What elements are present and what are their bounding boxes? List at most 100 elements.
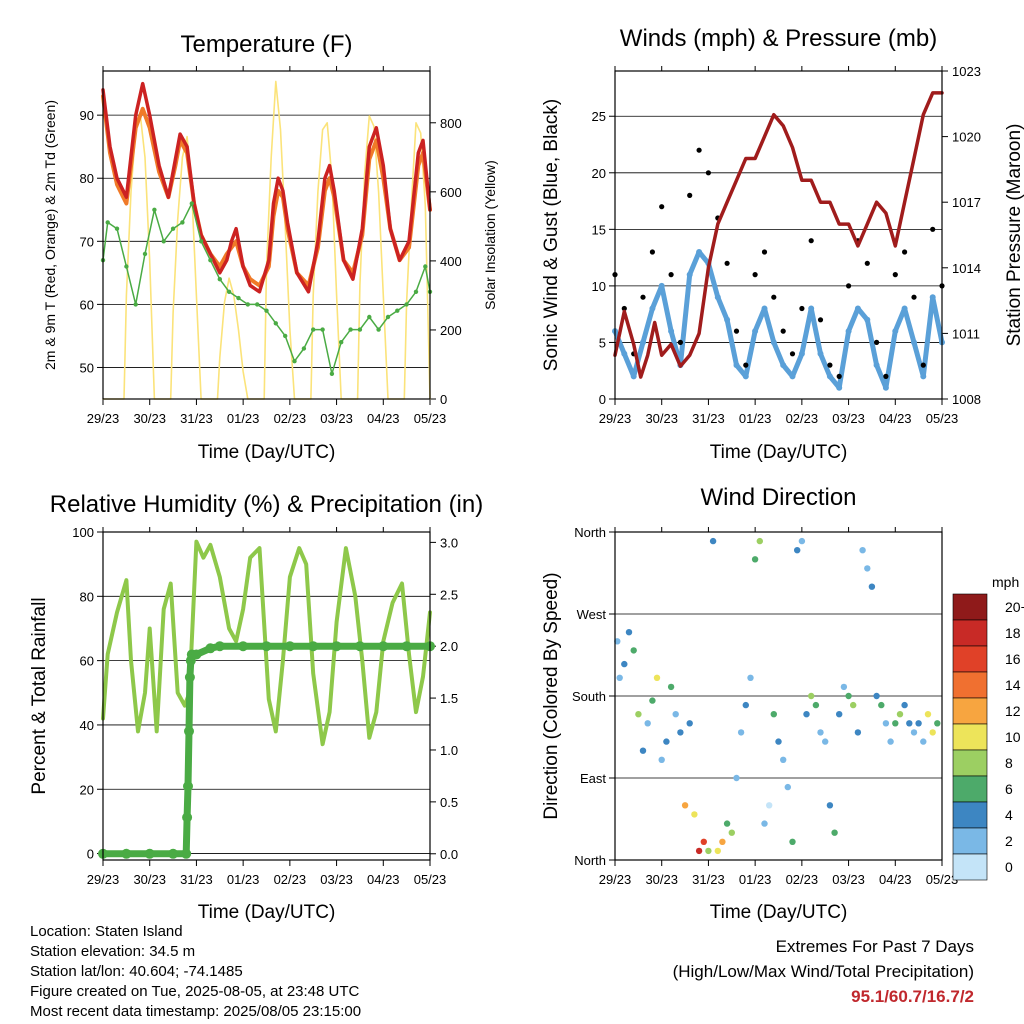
direction-point — [850, 701, 857, 709]
dewpoint-point — [264, 308, 269, 313]
precip-point — [378, 641, 389, 652]
dewpoint-point — [255, 302, 260, 307]
y-tick-label: North — [574, 853, 606, 868]
sonic-wind-point — [714, 294, 721, 301]
sonic-wind-point — [696, 249, 703, 255]
direction-point — [723, 820, 731, 827]
colorbar-label: 6 — [1005, 781, 1013, 797]
direction-point — [780, 756, 787, 763]
gust-point — [724, 260, 730, 266]
y2-axis-label: Station Pressure (Maroon) — [1004, 124, 1024, 347]
direction-point — [859, 547, 866, 554]
precip-point — [182, 812, 193, 823]
direction-point — [864, 565, 871, 572]
direction-point — [901, 701, 908, 709]
sonic-wind-point — [742, 373, 749, 380]
direction-point — [789, 838, 796, 845]
y-tick-label: East — [580, 771, 606, 786]
gust-point — [836, 373, 842, 379]
dewpoint-point — [301, 346, 307, 351]
gust-point — [874, 339, 880, 345]
panel-1-title: Temperature (F) — [180, 31, 352, 58]
direction-point — [695, 847, 703, 855]
precip-point — [205, 643, 216, 654]
dewpoint-point — [217, 277, 222, 282]
colorbar-label: 10 — [1005, 729, 1021, 745]
y-tick-label: West — [577, 607, 607, 622]
precip-point — [121, 848, 132, 859]
direction-point — [677, 729, 684, 736]
colorbar-label: 8 — [1005, 755, 1013, 771]
x-tick-label: 31/23 — [180, 872, 213, 887]
direction-point — [728, 829, 735, 836]
direction-point — [667, 683, 675, 691]
direction-point — [614, 638, 621, 645]
sonic-wind-point — [733, 362, 740, 369]
direction-point — [649, 697, 656, 704]
direction-point — [616, 674, 623, 681]
panel-3-frame — [102, 531, 431, 861]
dewpoint-point — [180, 220, 185, 225]
x-tick-label: 03/23 — [320, 872, 353, 887]
y-tick-label: 15 — [592, 222, 606, 237]
dewpoint-point — [404, 302, 409, 307]
y-tick-label: 25 — [592, 109, 606, 124]
direction-point — [714, 847, 721, 855]
colorbar-swatch — [952, 775, 988, 803]
panel-3-title: Relative Humidity (%) & Precipitation (i… — [50, 491, 483, 518]
dewpoint-point — [189, 201, 194, 206]
direction-point — [915, 720, 922, 727]
direction-point — [920, 738, 927, 745]
colorbar-label: 18 — [1005, 625, 1021, 641]
gust-point — [640, 294, 646, 300]
precip-point — [261, 641, 272, 652]
panel-2-frame — [614, 70, 943, 400]
colorbar-label: 16 — [1005, 651, 1021, 667]
y2-tick-label: 1020 — [952, 130, 981, 145]
temp-2m-line — [101, 81, 432, 294]
colorbar-swatch — [952, 749, 988, 777]
gust-point — [649, 249, 656, 255]
dewpoint-point — [170, 226, 176, 231]
gust-point — [677, 339, 684, 345]
dewpoint-point — [367, 314, 372, 320]
direction-point — [751, 556, 759, 563]
sonic-wind-point — [873, 362, 880, 369]
direction-point — [733, 774, 740, 782]
dewpoint-point — [311, 327, 316, 332]
dewpoint-point — [161, 239, 166, 244]
direction-point — [672, 711, 679, 718]
x-tick-label: 01/23 — [739, 411, 772, 426]
precip-point — [183, 781, 193, 792]
sonic-wind-point — [649, 305, 656, 312]
y2-tick-label: 1023 — [952, 64, 981, 79]
sonic-wind-point — [686, 271, 693, 278]
x-tick-label: 05/23 — [414, 872, 447, 887]
dewpoint-point — [133, 302, 138, 307]
gust-point — [743, 362, 749, 368]
dewpoint-point — [152, 207, 157, 212]
y2-tick-label: 800 — [440, 116, 462, 131]
sonic-wind-point — [929, 294, 936, 301]
x-tick-label: 04/23 — [879, 872, 912, 887]
dewpoint-point — [357, 327, 363, 332]
x-tick-label: 01/23 — [227, 872, 260, 887]
dewpoint-point — [208, 258, 213, 263]
y-tick-label: 0 — [599, 392, 606, 407]
panel-1-frame — [102, 70, 431, 400]
y2-tick-label: 200 — [440, 323, 462, 338]
direction-point — [924, 711, 932, 718]
direction-point — [621, 660, 628, 668]
x-tick-label: 30/23 — [133, 411, 166, 426]
direction-point — [747, 674, 754, 681]
precip-point — [354, 641, 365, 652]
direction-point — [794, 547, 801, 554]
precip-point — [331, 641, 342, 652]
extremes-title: Extremes For Past 7 Days — [775, 937, 974, 956]
direction-point — [808, 692, 815, 700]
direction-point — [784, 783, 791, 791]
dewpoint-point — [124, 264, 129, 269]
y2-tick-label: 400 — [440, 254, 462, 269]
precip-point — [191, 649, 202, 660]
recent-text: Most recent data timestamp: 2025/08/05 2… — [30, 1003, 362, 1020]
